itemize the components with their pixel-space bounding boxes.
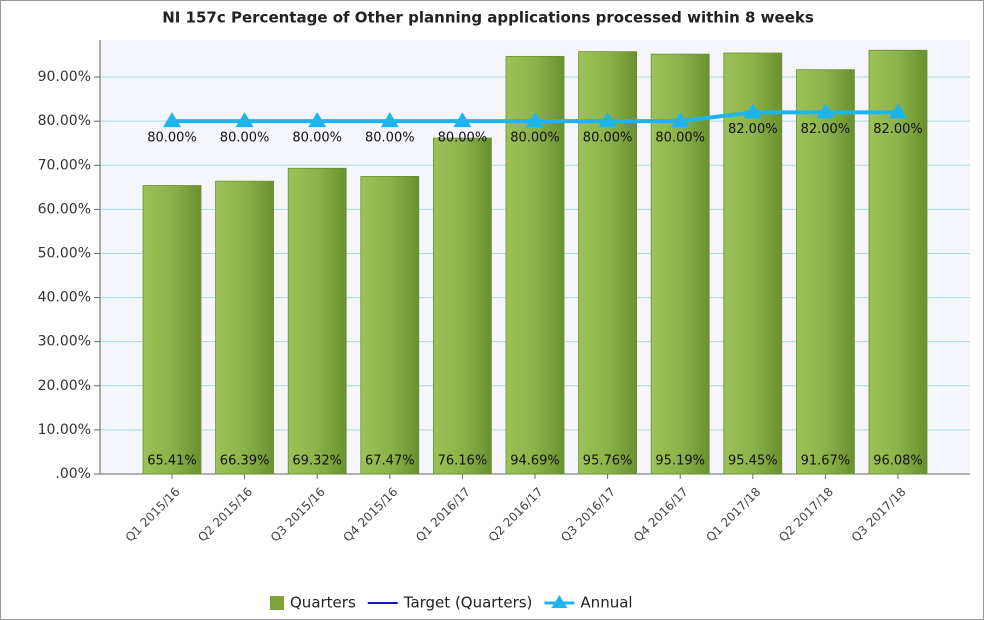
bar — [360, 176, 420, 475]
y-tick-label: .00% — [55, 466, 91, 482]
data-label: 80.00% — [365, 131, 415, 146]
data-label: 66.39% — [220, 454, 270, 469]
data-label: 96.08% — [873, 454, 923, 469]
y-tick-label: 50.00% — [38, 245, 91, 261]
legend-label: Annual — [580, 594, 632, 612]
legend-label: Target (Quarters) — [403, 594, 533, 612]
bar — [796, 69, 855, 475]
bar — [142, 185, 202, 475]
y-tick-label: 40.00% — [38, 290, 91, 306]
bar — [287, 167, 347, 475]
data-label: 80.00% — [510, 131, 560, 146]
marker — [163, 112, 181, 128]
marker — [308, 112, 327, 128]
y-tick-label: 30.00% — [38, 334, 91, 350]
bar — [215, 180, 275, 475]
y-tick-label: 90.00% — [38, 69, 91, 85]
data-label: 95.45% — [728, 454, 778, 469]
data-label: 69.32% — [292, 454, 342, 469]
marker — [743, 103, 762, 119]
data-label: 94.69% — [510, 454, 560, 469]
legend-swatch — [270, 596, 284, 610]
y-tick-label: 20.00% — [38, 378, 91, 394]
data-label: 91.67% — [801, 454, 851, 469]
legend-label: Quarters — [290, 594, 356, 612]
data-label: 65.41% — [147, 454, 197, 469]
data-label: 67.47% — [365, 454, 415, 469]
y-tick-label: 10.00% — [38, 422, 91, 438]
data-label: 82.00% — [801, 122, 851, 137]
marker — [526, 112, 544, 128]
y-tick-label: 70.00% — [38, 157, 91, 173]
marker — [453, 112, 472, 128]
data-label: 80.00% — [583, 131, 633, 146]
marker — [235, 112, 254, 128]
data-label: 95.19% — [655, 454, 705, 469]
data-label: 95.76% — [583, 454, 633, 469]
marker — [889, 103, 907, 119]
data-label: 80.00% — [438, 131, 488, 146]
y-tick-label: 60.00% — [38, 201, 91, 217]
data-label: 80.00% — [292, 131, 342, 146]
bar — [868, 49, 928, 475]
data-label: 76.16% — [438, 454, 488, 469]
marker — [671, 112, 690, 128]
chart-title: NI 157c Percentage of Other planning app… — [162, 9, 814, 27]
data-label: 82.00% — [873, 122, 923, 137]
bar — [432, 137, 492, 475]
data-label: 80.00% — [655, 131, 705, 146]
marker — [380, 112, 399, 128]
marker — [598, 112, 617, 128]
bar — [723, 52, 783, 475]
data-label: 82.00% — [728, 122, 778, 137]
y-tick-label: 80.00% — [38, 113, 91, 129]
data-label: 80.00% — [147, 131, 197, 146]
marker — [816, 103, 835, 119]
legend-marker — [551, 595, 568, 608]
data-label: 80.00% — [220, 131, 270, 146]
